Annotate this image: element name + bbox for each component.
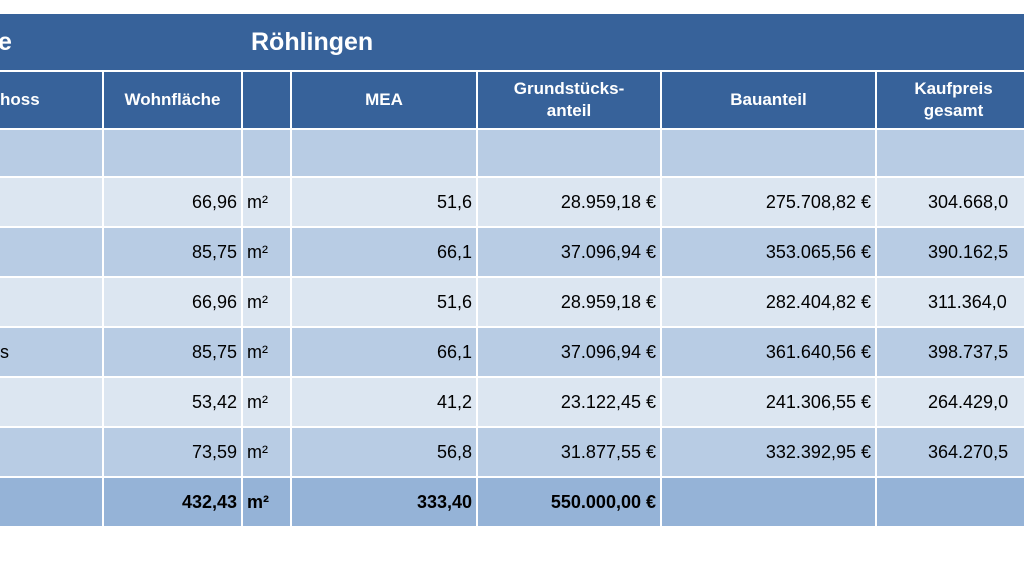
- data-row: 66,96 m² 51,6 28.959,18 €282.404,82 €311.36…: [0, 276, 1024, 328]
- cell-land: 28.959,18 €: [476, 276, 662, 328]
- cell-unit: m²: [241, 326, 292, 378]
- data-row: 85,75 m² 66,1 37.096,94 €353.065,56 €390.16…: [0, 226, 1024, 278]
- cell-land: 37.096,94 €: [476, 226, 662, 278]
- cell-building: 241.306,55 €: [660, 376, 877, 428]
- blank-cell: [476, 128, 662, 178]
- cell-land: 550.000,00 €: [476, 476, 662, 528]
- header-cell: hoss: [0, 70, 104, 130]
- cell-area: 73,59: [102, 426, 243, 478]
- cell-total: 311.364,0: [874, 276, 1024, 328]
- header-cell: Grundstücks- anteil: [476, 70, 662, 130]
- cell-mea: 51,6: [290, 176, 478, 228]
- cell-land: 31.877,55 €: [476, 426, 662, 478]
- blank-cell: [241, 128, 292, 178]
- cell-mea: 333,40: [290, 476, 478, 528]
- blank-cell: [290, 128, 478, 178]
- cell-unit: m²: [241, 476, 292, 528]
- cell-total: 364.270,5: [874, 426, 1024, 478]
- header-cell: Kaufpreis gesamt: [874, 70, 1024, 130]
- cell-building: 361.640,56 €: [660, 326, 877, 378]
- cell-label: [0, 476, 104, 528]
- cell-building: 275.708,82 €: [660, 176, 877, 228]
- cell-label: [0, 376, 104, 428]
- cell-mea: 56,8: [290, 426, 478, 478]
- cell-area: 85,75: [102, 326, 243, 378]
- blank-cell: [660, 128, 877, 178]
- cell-total: 398.737,5: [874, 326, 1024, 378]
- header-cell: MEA: [290, 70, 478, 130]
- cell-area: 85,75: [102, 226, 243, 278]
- cell-building: 282.404,82 €: [660, 276, 877, 328]
- data-row: 73,59 m² 56,8 31.877,55 €332.392,95 €364.27…: [0, 426, 1024, 478]
- data-row: 66,96 m² 51,6 28.959,18 €275.708,82 €304.66…: [0, 176, 1024, 228]
- cell-area: 432,43: [102, 476, 243, 528]
- blank-cell: [0, 128, 104, 178]
- cell-label: [0, 276, 104, 328]
- cell-area: 53,42: [102, 376, 243, 428]
- cell-label: s: [0, 326, 104, 378]
- cell-building: [660, 476, 877, 528]
- header-cell: Wohnfläche: [102, 70, 243, 130]
- cell-area: 66,96: [102, 276, 243, 328]
- title-row: e Röhlingen: [0, 14, 1024, 72]
- cell-unit: m²: [241, 376, 292, 428]
- blank-cell: [874, 128, 1024, 178]
- cell-label: [0, 226, 104, 278]
- cell-total: 304.668,0: [874, 176, 1024, 228]
- cell-mea: 66,1: [290, 226, 478, 278]
- cell-unit: m²: [241, 176, 292, 228]
- cell-mea: 66,1: [290, 326, 478, 378]
- cell-land: 28.959,18 €: [476, 176, 662, 228]
- cell-label: [0, 176, 104, 228]
- cell-mea: 51,6: [290, 276, 478, 328]
- blank-row: [0, 128, 1024, 178]
- header-cell: Bauanteil: [660, 70, 877, 130]
- cell-total: [874, 476, 1024, 528]
- totals-row: 432,43 m² 333,40 550.000,00 €: [0, 476, 1024, 528]
- cell-unit: m²: [241, 226, 292, 278]
- header-cell: [241, 70, 292, 130]
- cell-land: 37.096,94 €: [476, 326, 662, 378]
- cell-mea: 41,2: [290, 376, 478, 428]
- cell-unit: m²: [241, 426, 292, 478]
- title-cell: e Röhlingen: [0, 14, 1024, 72]
- cell-total: 390.162,5: [874, 226, 1024, 278]
- title-main: Röhlingen: [251, 28, 374, 56]
- cell-area: 66,96: [102, 176, 243, 228]
- data-row: 53,42 m² 41,2 23.122,45 €241.306,55 €264.42…: [0, 376, 1024, 428]
- data-row: s 85,75 m² 66,1 37.096,94 €361.640,56 €398.7…: [0, 326, 1024, 378]
- cell-unit: m²: [241, 276, 292, 328]
- title-left: e: [1, 28, 12, 57]
- cell-building: 353.065,56 €: [660, 226, 877, 278]
- cell-land: 23.122,45 €: [476, 376, 662, 428]
- blank-cell: [102, 128, 243, 178]
- cell-label: [0, 426, 104, 478]
- cell-building: 332.392,95 €: [660, 426, 877, 478]
- header-row: hoss Wohnfläche MEA Grundstücks- anteil Baua…: [0, 70, 1024, 130]
- cell-total: 264.429,0: [874, 376, 1024, 428]
